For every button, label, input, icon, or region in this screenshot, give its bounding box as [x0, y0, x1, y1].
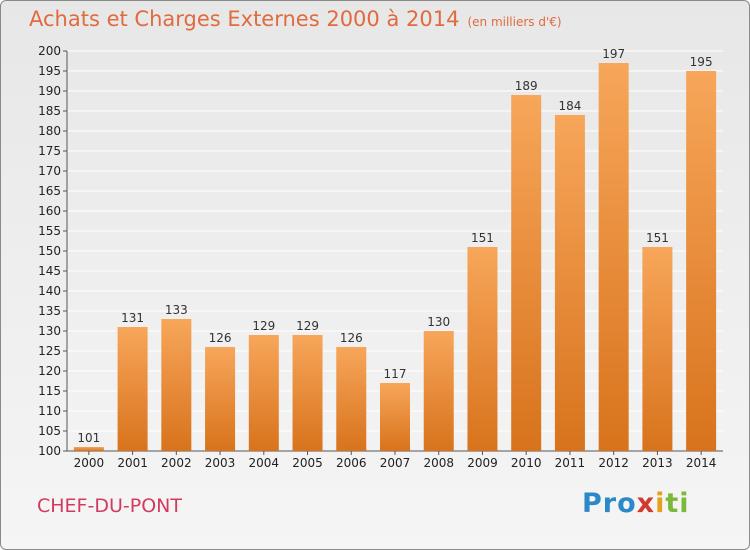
- y-tick-label: 130: [38, 324, 61, 338]
- value-label: 130: [427, 315, 450, 329]
- value-label: 129: [296, 319, 319, 333]
- x-tick-label: 2008: [423, 456, 454, 470]
- y-tick-label: 155: [38, 224, 61, 238]
- x-tick-label: 2013: [642, 456, 673, 470]
- y-tick-label: 150: [38, 244, 61, 258]
- bar-2004: [248, 335, 279, 451]
- value-label: 184: [558, 99, 581, 113]
- value-label: 189: [515, 79, 538, 93]
- y-tick-label: 125: [38, 344, 61, 358]
- proxiti-logo[interactable]: Proxiti: [582, 488, 690, 519]
- y-tick-label: 120: [38, 364, 61, 378]
- logo-part-4: ti: [665, 488, 690, 519]
- y-tick-label: 185: [38, 104, 61, 118]
- x-tick-label: 2011: [555, 456, 586, 470]
- y-tick-label: 135: [38, 304, 61, 318]
- bar-2008: [423, 331, 454, 451]
- x-tick-label: 2012: [598, 456, 629, 470]
- chart-title: Achats et Charges Externes 2000 à 2014: [29, 7, 460, 31]
- y-tick-label: 195: [38, 64, 61, 78]
- value-labels: 101 131 133 126 129 129 126 117 130 151 189 184 197 1…: [77, 47, 712, 445]
- x-tick-label: 2000: [74, 456, 105, 470]
- value-label: 129: [252, 319, 275, 333]
- x-tick-label: 2009: [467, 456, 498, 470]
- y-tick-label: 145: [38, 264, 61, 278]
- x-tick-label: 2004: [249, 456, 280, 470]
- bar-2011: [554, 115, 585, 451]
- value-label: 151: [471, 231, 494, 245]
- x-tick-label: 2006: [336, 456, 367, 470]
- y-tick-label: 100: [38, 444, 61, 458]
- logo-part-3: i: [655, 488, 666, 519]
- y-tick-label: 200: [38, 44, 61, 58]
- x-tick-label: 2010: [511, 456, 542, 470]
- chart-subtitle: (en milliers d'€): [467, 15, 562, 29]
- bar-2002: [161, 319, 192, 451]
- y-tick-label: 165: [38, 184, 61, 198]
- y-tick-label: 140: [38, 284, 61, 298]
- value-label: 101: [77, 431, 100, 445]
- bar-2013: [642, 247, 673, 451]
- x-tick-label: 2002: [161, 456, 192, 470]
- y-tick-label: 170: [38, 164, 61, 178]
- bar-2003: [205, 347, 236, 451]
- bar-2006: [336, 347, 367, 451]
- commune-name: CHEF-DU-PONT: [37, 495, 182, 517]
- y-tick-label: 110: [38, 404, 61, 418]
- value-label: 133: [165, 303, 188, 317]
- value-label: 195: [690, 55, 713, 69]
- bars: [73, 63, 717, 451]
- bar-2012: [598, 63, 629, 451]
- bar-2001: [117, 327, 148, 451]
- value-label: 126: [209, 331, 232, 345]
- logo-part-2: x: [636, 488, 656, 519]
- logo-part-1: Pro: [582, 488, 637, 519]
- y-tick-label: 190: [38, 84, 61, 98]
- value-label: 151: [646, 231, 669, 245]
- y-tick-label: 115: [38, 384, 61, 398]
- y-tick-label: 180: [38, 124, 61, 138]
- bar-2005: [292, 335, 323, 451]
- bar-2010: [511, 95, 542, 451]
- value-label: 131: [121, 311, 144, 325]
- x-tick-label: 2005: [292, 456, 323, 470]
- bar-2014: [686, 71, 717, 451]
- value-label: 197: [602, 47, 625, 61]
- y-tick-label: 105: [38, 424, 61, 438]
- y-tick-label: 160: [38, 204, 61, 218]
- bar-2009: [467, 247, 498, 451]
- bar-2000: [73, 447, 104, 451]
- x-tick-label: 2003: [205, 456, 236, 470]
- chart-title-block: Achats et Charges Externes 2000 à 2014 (e…: [29, 7, 562, 31]
- x-tick-label: 2014: [686, 456, 717, 470]
- value-label: 117: [384, 367, 407, 381]
- x-tick-label: 2007: [380, 456, 411, 470]
- value-label: 126: [340, 331, 363, 345]
- bar-2007: [380, 383, 410, 451]
- x-tick-label: 2001: [117, 456, 148, 470]
- y-tick-label: 175: [38, 144, 61, 158]
